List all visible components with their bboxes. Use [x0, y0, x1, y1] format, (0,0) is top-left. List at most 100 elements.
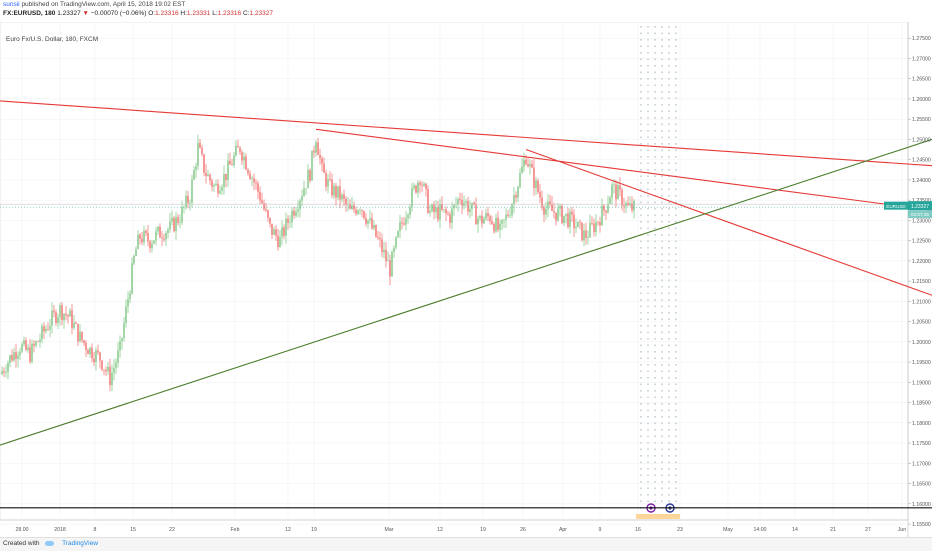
candle-body [153, 240, 155, 244]
overlay-dot [647, 143, 649, 145]
overlay-dot [640, 169, 642, 171]
overlay-dot [654, 422, 656, 425]
candle-body [455, 204, 457, 205]
overlay-dot [647, 383, 649, 386]
overlay-dot [661, 149, 663, 152]
x-tick-label: 16 [635, 527, 641, 533]
overlay-dot [675, 455, 677, 457]
overlay-dot [661, 481, 663, 483]
overlay-dot [668, 26, 670, 28]
overlay-dot [640, 429, 642, 431]
overlay-dot [640, 97, 642, 100]
x-tick-label: Feb [231, 527, 240, 533]
ohlc-close-label: C: [242, 10, 250, 17]
candle-body [173, 217, 175, 232]
overlay-dot [654, 253, 656, 256]
overlay-dot [668, 442, 670, 444]
overlay-dot [675, 149, 677, 152]
candle-body [33, 343, 35, 346]
y-tick-label: 1.22500 [912, 239, 931, 245]
overlay-dot [640, 227, 642, 230]
overlay-dot [661, 97, 663, 100]
candle-body [469, 208, 471, 212]
candle-body [69, 310, 71, 317]
symbol-name[interactable]: FX:EURUSD, 180 [3, 10, 56, 17]
overlay-dot [654, 104, 656, 106]
overlay-dot [668, 435, 670, 438]
price-scale[interactable]: 1.27500 1.27000 1.26500 1.26000 1.25500 1.250… [908, 36, 931, 528]
overlay-dot [668, 396, 670, 399]
candle-body [227, 160, 229, 180]
candle-body [245, 156, 247, 170]
candle-body [505, 214, 507, 220]
overlay-dot [675, 357, 677, 360]
overlay-dot [640, 416, 642, 418]
candle-body [295, 211, 297, 216]
trendline[interactable] [315, 128, 932, 211]
candle-body [437, 207, 439, 220]
candle-body [65, 313, 67, 316]
overlay-dot [640, 299, 642, 301]
overlay-dot [647, 338, 649, 340]
x-tick-label: May [723, 527, 733, 533]
candle-body [7, 362, 9, 373]
candle-body [31, 343, 33, 362]
candle-body [175, 217, 177, 232]
candle-body [631, 203, 633, 211]
overlay-dot [654, 331, 656, 334]
candle-body [125, 306, 127, 324]
overlay-dot [640, 305, 642, 308]
overlay-dot [661, 84, 663, 87]
overlay-dot [668, 357, 670, 360]
overlay-dot [654, 188, 656, 191]
overlay-dot [675, 474, 677, 477]
overlay-dot [661, 494, 663, 496]
overlay-dot [640, 383, 642, 386]
overlay-dot [668, 156, 670, 158]
overlay-dot [654, 208, 656, 210]
candle-body [363, 211, 365, 219]
candle-body [543, 207, 545, 215]
overlay-dot [661, 240, 663, 243]
overlay-dot [668, 175, 670, 178]
tradingview-cloud-icon [45, 540, 55, 546]
created-with: Created with TradingView [3, 540, 98, 547]
overlay-dot [647, 240, 649, 243]
overlay-dot [668, 305, 670, 308]
author-link[interactable]: sunsii [3, 1, 20, 8]
tradingview-brand-link[interactable]: TradingView [62, 540, 98, 547]
trendline[interactable] [525, 149, 932, 296]
overlay-dot [661, 468, 663, 470]
trendline[interactable] [0, 138, 932, 446]
overlay-dot [668, 247, 670, 249]
overlay-dot [647, 305, 649, 308]
candle-body [489, 216, 491, 222]
candle-body [199, 142, 201, 148]
overlay-dot [640, 377, 642, 379]
overlay-dot [661, 403, 663, 405]
trendline[interactable] [0, 100, 932, 167]
candle-body [623, 205, 625, 207]
overlay-dot [668, 149, 670, 152]
overlay-dot [675, 58, 677, 61]
candle-body [531, 163, 533, 168]
overlay-dot [654, 299, 656, 301]
time-scale[interactable]: 28.00 2018 8 15 22 Feb 12 19 Mar 12 19 26 Apr 9 16 23 Ma… [16, 527, 907, 533]
overlay-dot [640, 286, 642, 288]
candle-body [573, 214, 575, 229]
candle-body [159, 226, 161, 238]
candle-body [321, 158, 323, 164]
overlay-dot [675, 32, 677, 35]
symbol-tag-bg [884, 201, 908, 210]
overlay-dot [647, 201, 649, 204]
overlay-dot [661, 169, 663, 171]
candle-body [11, 355, 13, 361]
overlay-dot [675, 481, 677, 483]
candle-body [583, 230, 585, 241]
overlay-dot [654, 117, 656, 119]
overlay-dot [654, 481, 656, 483]
overlay-dot [640, 253, 642, 256]
candle-body [81, 331, 83, 341]
candle-body [481, 215, 483, 224]
